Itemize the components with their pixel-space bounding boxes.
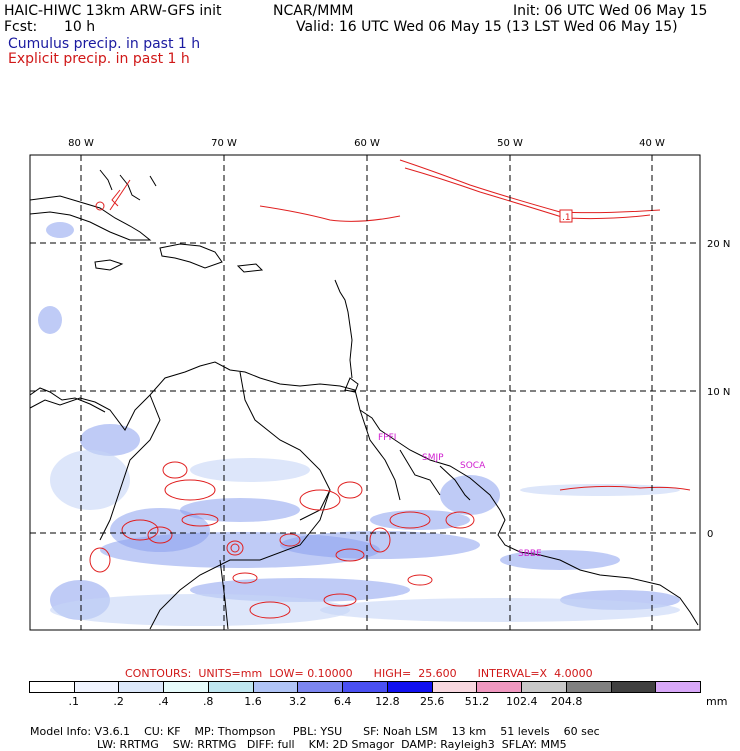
station-smjp: SMJP	[422, 453, 444, 463]
pbl-scheme: PBL: YSU	[292, 725, 343, 738]
colorbar-swatch	[566, 682, 612, 692]
colorbar-tick-label: .2	[113, 695, 124, 708]
lon-label-60w: 60 W	[354, 138, 380, 149]
colorbar-tick-label: 6.4	[333, 695, 352, 708]
cumulus-precip-shading	[38, 222, 680, 620]
valid-time: Valid: 16 UTC Wed 06 May 15 (13 LST Wed …	[296, 19, 678, 35]
contour-marker-box	[559, 209, 573, 223]
colorbar-tick-label: .1	[68, 695, 80, 708]
colorbar-swatch	[119, 682, 165, 692]
colorbar-tick-label: 3.2	[289, 695, 307, 708]
org-label: NCAR/MMM	[273, 3, 354, 19]
colorbar-swatch	[477, 682, 523, 692]
station-fpfi: FPFI	[378, 433, 396, 443]
colorbar-swatch	[522, 682, 567, 692]
colorbar-swatch	[253, 682, 299, 692]
contour-units: UNITS=mm	[198, 667, 263, 680]
colorbar-swatch	[164, 682, 209, 692]
colorbar-tick-label: 204.8	[550, 695, 583, 708]
station-soca: SOCA	[460, 461, 486, 471]
colorbar-swatch	[30, 682, 75, 692]
lon-label-70w: 70 W	[211, 138, 237, 149]
map-frame	[29, 154, 701, 631]
colorbar-swatch	[74, 682, 120, 692]
contour-marker-label: .1	[562, 213, 571, 223]
explicit-precip-contours	[89, 159, 691, 619]
lat-lon-grid	[30, 155, 700, 630]
model-info-line2: LW: RRTMG SW: RRTMG DIFF: full KM: 2D Sm…	[97, 725, 567, 751]
model-version: Model Info: V3.6.1	[30, 725, 131, 738]
lat-label-0: 0	[707, 529, 713, 540]
model-title: HAIC-HIWC 13km ARW-GFS init	[4, 3, 222, 19]
vertical-levels: 51 levels	[500, 725, 550, 738]
colorbar-swatch	[432, 682, 478, 692]
colorbar-tick-label: .8	[202, 695, 214, 708]
precip-colorbar	[29, 681, 701, 693]
colorbar-unit: mm	[706, 695, 728, 708]
colorbar-tick-label: 12.8	[375, 695, 400, 708]
forecast-hour: 10 h	[64, 19, 96, 35]
contour-interval: INTERVAL=X 4.0000	[477, 667, 593, 680]
colorbar-swatch	[343, 682, 388, 692]
lon-label-50w: 50 W	[497, 138, 523, 149]
sf-scheme: SF: Noah LSM	[363, 725, 438, 738]
colorbar-swatch	[656, 682, 701, 692]
colorbar-tick-label: 51.2	[464, 695, 490, 708]
time-step: 60 sec	[563, 725, 600, 738]
colorbar-swatch	[387, 682, 433, 692]
model-info-line1: Model Info: V3.6.1 CU: KF MP: Thompson P…	[30, 712, 600, 738]
colorbar-swatch	[298, 682, 344, 692]
colorbar-swatch	[611, 682, 657, 692]
lat-label-10n: 10 N	[707, 387, 730, 398]
colorbar-swatch	[208, 682, 254, 692]
lat-label-20n: 20 N	[707, 239, 730, 250]
station-sbbe: SBBE	[518, 549, 542, 559]
contour-low: LOW= 0.10000	[269, 667, 353, 680]
contour-high: HIGH= 25.600	[373, 667, 457, 680]
grid-spacing: 13 km	[451, 725, 487, 738]
cu-scheme: CU: KF	[144, 725, 181, 738]
colorbar-tick-label: .4	[158, 695, 169, 708]
lon-label-80w: 80 W	[68, 138, 94, 149]
contour-label: CONTOURS:	[125, 667, 192, 680]
lon-label-40w: 40 W	[639, 138, 665, 149]
colorbar-tick-label: 102.4	[506, 695, 538, 708]
forecast-label: Fcst:	[4, 19, 38, 35]
colorbar-tick-label: 1.6	[244, 695, 262, 708]
mp-scheme: MP: Thompson	[194, 725, 276, 738]
explicit-legend: Explicit precip. in past 1 h	[8, 51, 190, 67]
init-time: Init: 06 UTC Wed 06 May 15	[513, 3, 708, 19]
colorbar-tick-label: 25.6	[419, 695, 445, 708]
cumulus-legend: Cumulus precip. in past 1 h	[8, 36, 201, 52]
contour-info: CONTOURS: UNITS=mm LOW= 0.10000 HIGH= 25…	[125, 667, 593, 680]
